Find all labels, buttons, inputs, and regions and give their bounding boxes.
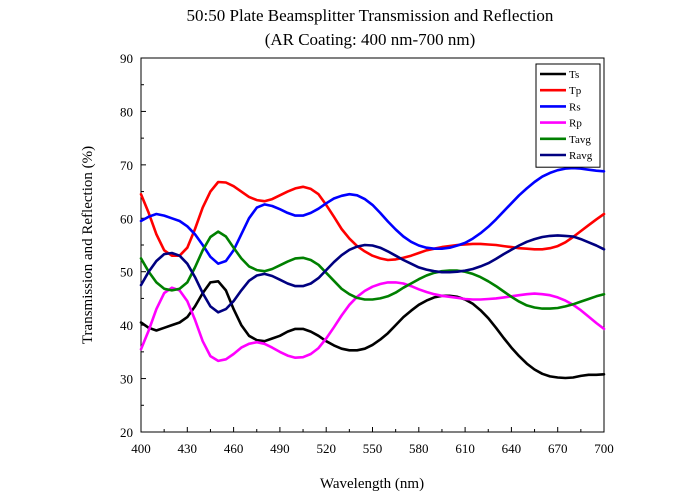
axis-ticks: 400 430 460 490 520 550 580 610 640 670 700 20 30 40 5…: [120, 51, 614, 456]
series-line-ravg: [139, 234, 606, 314]
x-tick-label: 460: [224, 441, 244, 456]
y-tick-label: 60: [120, 211, 133, 226]
x-tick-label: 400: [131, 441, 151, 456]
x-tick-label: 670: [548, 441, 568, 456]
y-tick-label: 50: [120, 265, 133, 280]
y-tick-label: 30: [120, 372, 133, 387]
series-line-tavg: [139, 230, 606, 310]
x-tick-label: 490: [270, 441, 290, 456]
legend: Ts Tp Rs Rp Tavg Ravg: [535, 63, 601, 168]
series-line-rs: [139, 166, 606, 266]
x-tick-label: 640: [502, 441, 522, 456]
y-axis-label: Transmission and Reflection (%): [80, 146, 96, 344]
y-tick-label: 90: [120, 51, 133, 66]
x-tick-label: 520: [316, 441, 336, 456]
legend-label-tp: Tp: [569, 85, 582, 97]
y-tick-label: 20: [120, 425, 133, 440]
legend-label-ravg: Ravg: [569, 150, 593, 162]
y-tick-label: 70: [120, 158, 133, 173]
chart-title: 50:50 Plate Beamsplitter Transmission an…: [187, 6, 554, 25]
x-tick-label: 580: [409, 441, 429, 456]
series-line-ts: [139, 279, 606, 380]
x-tick-label: 550: [363, 441, 383, 456]
legend-label-rp: Rp: [569, 118, 582, 130]
x-tick-label: 700: [594, 441, 614, 456]
x-tick-label: 430: [178, 441, 198, 456]
legend-label-ts: Ts: [569, 69, 579, 81]
x-tick-label: 610: [455, 441, 475, 456]
series-lines: [139, 166, 606, 380]
x-axis-label: Wavelength (nm): [320, 476, 424, 492]
chart-subtitle: (AR Coating: 400 nm-700 nm): [265, 30, 476, 49]
legend-box: [535, 63, 601, 168]
legend-label-tavg: Tavg: [569, 134, 591, 146]
series-line-rp: [139, 281, 606, 363]
series-line-tp: [139, 180, 606, 262]
y-tick-label: 80: [120, 104, 133, 119]
y-tick-label: 40: [120, 318, 133, 333]
legend-label-rs: Rs: [569, 101, 581, 113]
